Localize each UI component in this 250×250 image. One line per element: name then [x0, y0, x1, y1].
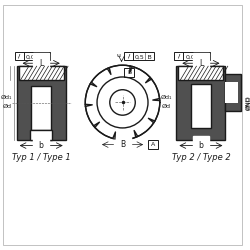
- Bar: [15, 52, 50, 60]
- Text: 0,5│B: 0,5│B: [135, 53, 152, 60]
- Bar: [191, 84, 211, 128]
- Text: Typ 1 / Type 1: Typ 1 / Type 1: [12, 153, 70, 162]
- Text: /: /: [178, 54, 180, 59]
- Bar: [174, 52, 210, 60]
- Bar: [17, 66, 66, 140]
- Text: Ød: Ød: [2, 104, 11, 109]
- Text: /: /: [128, 54, 130, 59]
- Text: Ød₁: Ød₁: [1, 94, 12, 100]
- Text: Typ 2 / Type 2: Typ 2 / Type 2: [172, 153, 230, 162]
- Bar: [148, 140, 158, 148]
- Bar: [176, 66, 226, 140]
- Text: Ød: Ød: [162, 104, 171, 109]
- Text: A: A: [151, 142, 155, 146]
- Text: 0,01│A: 0,01│A: [26, 53, 48, 60]
- Text: ØND: ØND: [246, 96, 250, 110]
- Text: B: B: [127, 70, 132, 75]
- Text: L: L: [199, 59, 203, 68]
- Text: b: b: [39, 141, 44, 150]
- Text: /: /: [18, 54, 20, 59]
- Bar: [226, 82, 238, 104]
- Bar: [124, 52, 154, 60]
- Bar: [18, 66, 64, 80]
- Text: ØND: ØND: [246, 96, 250, 110]
- Bar: [31, 86, 51, 130]
- Text: L: L: [39, 59, 43, 68]
- Bar: [226, 74, 241, 111]
- Bar: [30, 130, 52, 140]
- Text: 0,05│A: 0,05│A: [186, 53, 207, 60]
- Bar: [178, 66, 224, 80]
- Text: Ød₁: Ød₁: [161, 94, 172, 100]
- Bar: [124, 68, 134, 77]
- Text: b: b: [198, 141, 203, 150]
- Text: B: B: [120, 140, 125, 149]
- Text: u: u: [116, 53, 120, 58]
